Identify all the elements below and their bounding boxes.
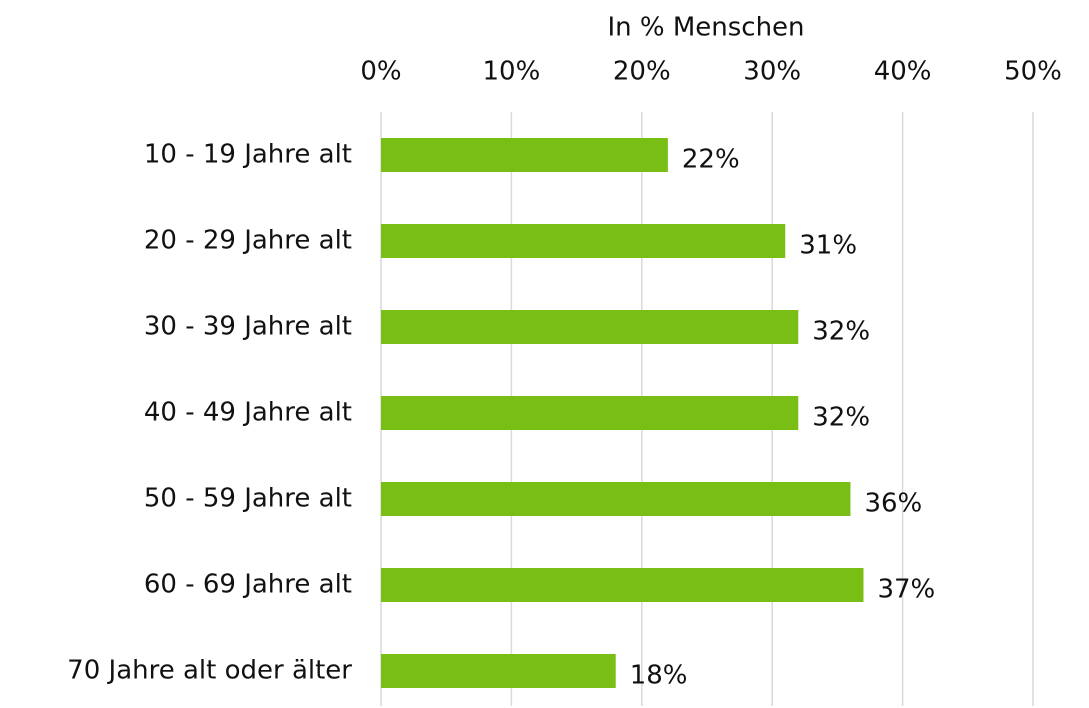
x-tick-label: 0% [360, 57, 401, 87]
x-tick-label: 30% [743, 57, 801, 87]
value-label: 18% [630, 661, 688, 691]
axis-title: In % Menschen [607, 13, 804, 43]
bar [381, 654, 616, 688]
bar [381, 482, 851, 516]
value-label: 22% [682, 145, 740, 175]
y-tick-label: 70 Jahre alt oder älter [67, 656, 352, 686]
value-label: 36% [864, 489, 922, 519]
value-label: 32% [812, 403, 870, 433]
bar [381, 396, 799, 430]
x-tick-label: 20% [613, 57, 671, 87]
y-tick-label: 50 - 59 Jahre alt [144, 484, 352, 514]
y-tick-label: 30 - 39 Jahre alt [144, 312, 352, 342]
bar [381, 310, 799, 344]
y-tick-label: 40 - 49 Jahre alt [144, 398, 352, 428]
y-tick-label: 10 - 19 Jahre alt [144, 140, 352, 170]
bar [381, 568, 864, 602]
bar [381, 138, 668, 172]
value-label: 32% [812, 317, 870, 347]
y-tick-label: 20 - 29 Jahre alt [144, 226, 352, 256]
x-tick-label: 40% [874, 57, 932, 87]
value-label: 31% [799, 231, 857, 261]
x-tick-label: 50% [1004, 57, 1062, 87]
x-tick-label: 10% [483, 57, 541, 87]
value-label: 37% [877, 575, 935, 605]
bar [381, 224, 786, 258]
y-tick-label: 60 - 69 Jahre alt [144, 570, 352, 600]
